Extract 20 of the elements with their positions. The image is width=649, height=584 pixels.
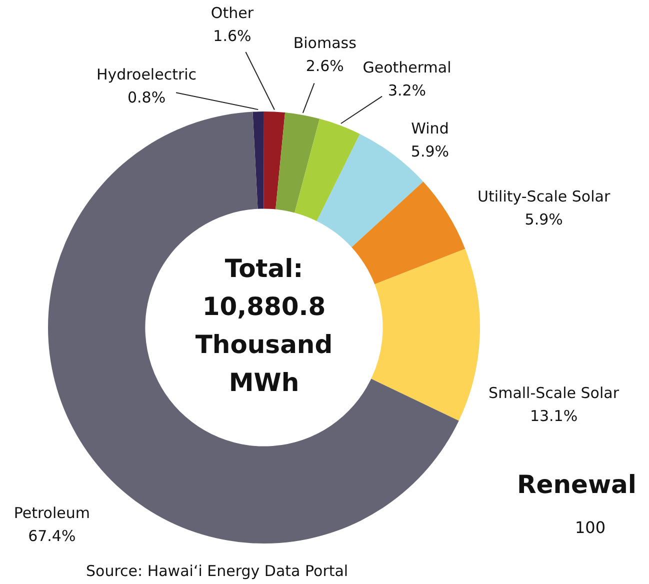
data-label: 1.6% (213, 27, 252, 46)
data-label: 5.9% (410, 142, 450, 160)
slice-label: Geothermal (362, 58, 452, 77)
data-label: 5.9% (524, 210, 563, 229)
slice-label: Petroleum (14, 504, 90, 522)
text: Total: 10,880.8 Thousand MWh (195, 254, 333, 397)
data-label: 67.4% (28, 527, 76, 546)
text: 100 (575, 518, 606, 537)
text: Renewal (517, 470, 636, 499)
data-label: 13.1% (530, 407, 578, 426)
data-label: 0.8% (127, 88, 166, 107)
data-label: 2.6% (306, 57, 344, 76)
data-label: 3.2% (388, 82, 426, 100)
slice-label: Small-Scale Solar (488, 384, 620, 402)
source-note: Source: Hawaiʻi Energy Data Portal (86, 562, 348, 580)
slice-label: Hydroelectric (96, 66, 197, 84)
slice-label: Utility-Scale Solar (478, 188, 611, 206)
slice-label: Wind (411, 119, 449, 138)
slice-label: Other (210, 4, 254, 22)
slice-label: Biomass (293, 34, 357, 52)
